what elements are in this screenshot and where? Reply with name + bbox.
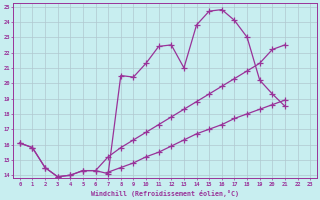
X-axis label: Windchill (Refroidissement éolien,°C): Windchill (Refroidissement éolien,°C) <box>91 190 239 197</box>
